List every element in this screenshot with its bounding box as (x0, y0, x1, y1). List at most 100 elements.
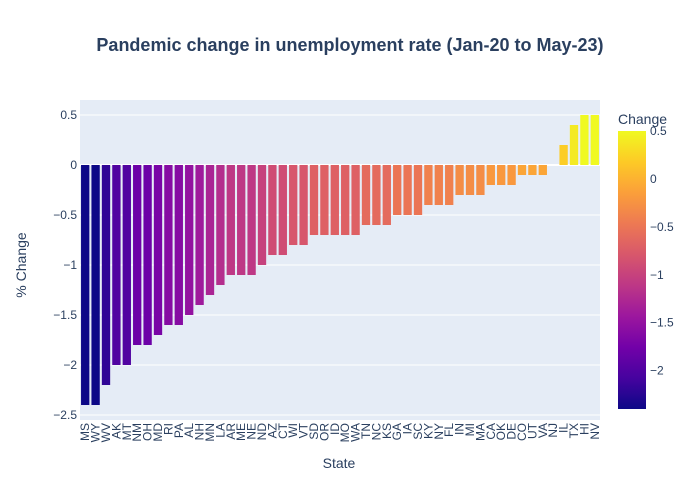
x-tick-label: OK (494, 423, 508, 440)
bar-la (216, 165, 225, 285)
bar-co (517, 165, 527, 175)
x-tick-label: NE (245, 423, 259, 440)
bar-va (538, 165, 547, 175)
bar-ia (403, 165, 412, 215)
bar-hi (580, 115, 589, 165)
bar-nc (372, 165, 381, 225)
x-tick-label: NY (432, 423, 446, 440)
y-tick-label: 0.5 (60, 108, 77, 122)
x-tick-label: IL (557, 423, 571, 433)
x-tick-label: MS (78, 423, 92, 441)
bar-ky (424, 165, 433, 205)
x-tick-label: SD (307, 423, 321, 440)
x-tick-label: MA (473, 423, 487, 441)
bar-mt (122, 165, 131, 365)
bar-id (330, 165, 339, 235)
bar-wy (91, 165, 100, 405)
x-tick-label: MI (463, 423, 477, 436)
y-tick-label: −2 (63, 358, 77, 372)
bar-ma (476, 165, 485, 195)
bar-fl (445, 165, 454, 205)
x-tick-label: WY (89, 423, 103, 442)
x-tick-label: VT (297, 422, 311, 438)
bar-tx (569, 125, 579, 165)
bar-de (507, 165, 516, 185)
y-tick-label: −0.5 (53, 208, 77, 222)
y-tick-label: −1 (63, 258, 77, 272)
x-tick-label: NC (369, 423, 383, 441)
colorbar: Change 0.5 0 −0.5 −1 −1.5 −2 (618, 111, 674, 409)
y-tick-label: −2.5 (53, 408, 77, 422)
x-tick-label: RI (161, 423, 175, 435)
bar-mi (465, 165, 475, 195)
chart-title: Pandemic change in unemployment rate (Ja… (96, 35, 603, 55)
x-tick-label: ID (328, 423, 342, 435)
bar-nd (257, 165, 267, 265)
bar-md (153, 165, 163, 335)
x-tick-label: UT (525, 422, 539, 439)
colorbar-title: Change (618, 111, 667, 127)
bar-wa (351, 165, 360, 235)
bar-mn (205, 165, 215, 295)
bar-vt (299, 165, 308, 245)
bars (81, 115, 599, 405)
bar-pa (174, 165, 183, 325)
x-tick-label: GA (390, 423, 404, 440)
bar-ri (164, 165, 173, 325)
colorbar-tick-label: −0.5 (650, 220, 674, 234)
bar-al (185, 165, 194, 315)
x-tick-label: NH (193, 423, 207, 440)
x-tick-label: MD (151, 423, 165, 442)
bar-ct (278, 165, 287, 255)
colorbar-gradient (618, 131, 646, 409)
x-tick-label: NV (588, 423, 602, 440)
bar-ms (81, 165, 90, 405)
x-tick-label: AL (182, 423, 196, 438)
colorbar-tick-label: −1.5 (650, 316, 674, 330)
colorbar-tick-label: −1 (650, 268, 664, 282)
bar-ar (226, 165, 235, 275)
x-tick-labels: MSWYWVAKMTNMOHMDRIPAALNHMNLAARMENENDAZCT… (78, 422, 602, 442)
bar-me (237, 165, 246, 275)
bar-mo (341, 165, 350, 235)
x-tick-label: MO (338, 423, 352, 442)
bar-nh (195, 165, 204, 305)
bar-ca (486, 165, 495, 185)
x-tick-label: OH (141, 423, 155, 441)
y-axis-title: % Change (13, 232, 29, 298)
x-tick-label: OR (317, 423, 331, 441)
bar-az (268, 165, 277, 255)
y-tick-label: −1.5 (53, 308, 77, 322)
bar-ny (434, 165, 443, 205)
bar-il (559, 145, 568, 165)
bar-tn (361, 165, 371, 225)
bar-ak (112, 165, 121, 365)
x-tick-label: ND (255, 423, 269, 441)
bar-wi (289, 165, 298, 245)
bar-ks (382, 165, 391, 225)
x-tick-label: SC (411, 423, 425, 440)
x-tick-label: CT (276, 422, 290, 439)
bar-oh (143, 165, 152, 345)
x-tick-label: DE (505, 423, 519, 440)
x-tick-label: AR (224, 423, 238, 440)
bar-in (455, 165, 464, 195)
bar-wv (101, 165, 111, 385)
x-tick-label: WV (99, 423, 113, 442)
bar-or (320, 165, 329, 235)
bar-ut (528, 165, 537, 175)
x-tick-label: IN (453, 423, 467, 435)
x-axis-title: State (323, 455, 356, 471)
bar-ne (247, 165, 256, 275)
x-tick-label: AZ (265, 423, 279, 438)
x-tick-label: TN (359, 423, 373, 439)
x-tick-label: TX (567, 423, 581, 438)
x-tick-label: CA (484, 423, 498, 440)
bar-ok (497, 165, 506, 185)
x-tick-label: NM (130, 423, 144, 442)
bar-nm (133, 165, 142, 345)
bar-sc (413, 165, 423, 215)
x-tick-label: LA (213, 423, 227, 438)
bar-sd (309, 165, 319, 235)
